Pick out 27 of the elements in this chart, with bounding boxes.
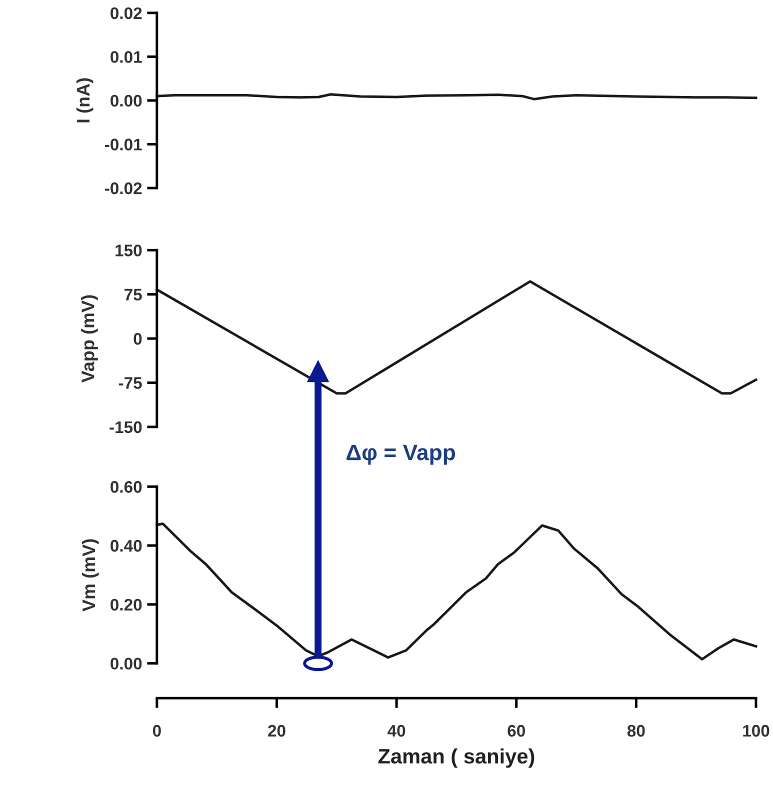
y-tick-label: 150	[116, 244, 142, 256]
y-tick-label: 0.01	[110, 51, 142, 63]
x-tick-label: 80	[627, 724, 645, 737]
y-tick-label: 0.40	[110, 540, 142, 552]
x-tick-label: 20	[268, 724, 286, 737]
y-axis-title: I (nA)	[76, 78, 94, 122]
x-tick-label: 0	[152, 724, 161, 737]
y-tick-label: -0.02	[105, 182, 142, 194]
x-tick-label: 60	[508, 724, 525, 737]
y-tick-label: 0.00	[110, 658, 142, 670]
y-tick-label: 75	[124, 288, 142, 301]
y-tick-label: 0.20	[110, 598, 142, 611]
line-series	[156, 280, 758, 395]
y-axis-title: Vapp (mV)	[81, 295, 98, 383]
text: Δφ = Vapp	[346, 444, 456, 465]
y-tick-label: 0	[134, 332, 142, 345]
y-tick-label: 0.02	[110, 7, 142, 20]
y-tick-label: 0.00	[110, 94, 142, 107]
y-tick-label: -0.01	[105, 138, 142, 150]
x-tick-label: 100	[743, 724, 770, 737]
line-series	[156, 522, 758, 660]
y-tick-label: -75	[118, 377, 142, 389]
y-tick-label: 0.60	[110, 481, 142, 493]
y-axis-title: Vm (mV)	[82, 539, 99, 612]
x-tick-label: 40	[388, 724, 406, 737]
y-tick-label: -150	[110, 421, 142, 434]
x-axis-title: Zaman ( saniye)	[378, 748, 534, 768]
